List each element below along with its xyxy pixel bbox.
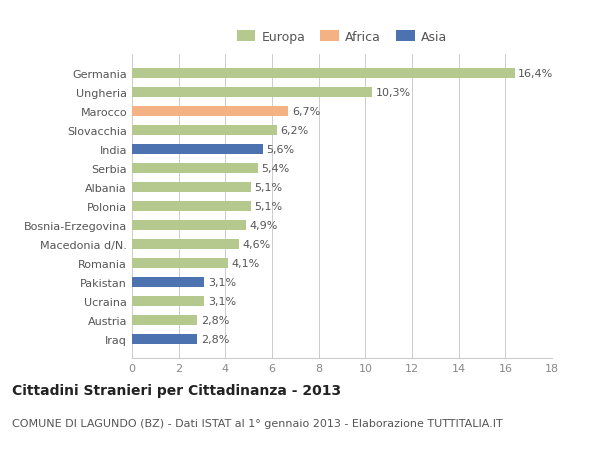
Text: 5,4%: 5,4%: [262, 164, 290, 174]
Bar: [132, 334, 197, 344]
Text: 5,6%: 5,6%: [266, 145, 294, 155]
Text: 3,1%: 3,1%: [208, 296, 236, 306]
Text: 4,6%: 4,6%: [243, 240, 271, 249]
Bar: [132, 126, 277, 136]
Text: 6,7%: 6,7%: [292, 107, 320, 117]
Bar: [132, 106, 289, 117]
Legend: Europa, Africa, Asia: Europa, Africa, Asia: [236, 31, 448, 44]
Bar: [132, 182, 251, 193]
Bar: [132, 88, 373, 98]
Text: 2,8%: 2,8%: [201, 334, 229, 344]
Bar: [132, 145, 263, 155]
Bar: [132, 69, 515, 79]
Bar: [132, 220, 247, 231]
Bar: [132, 258, 227, 269]
Bar: [132, 202, 251, 212]
Bar: [132, 296, 205, 307]
Text: 5,1%: 5,1%: [254, 202, 283, 212]
Bar: [132, 239, 239, 250]
Text: 2,8%: 2,8%: [201, 315, 229, 325]
Bar: [132, 163, 258, 174]
Text: 16,4%: 16,4%: [518, 69, 553, 79]
Text: COMUNE DI LAGUNDO (BZ) - Dati ISTAT al 1° gennaio 2013 - Elaborazione TUTTITALIA: COMUNE DI LAGUNDO (BZ) - Dati ISTAT al 1…: [12, 418, 503, 428]
Bar: [132, 315, 197, 325]
Text: 4,1%: 4,1%: [231, 258, 259, 269]
Text: Cittadini Stranieri per Cittadinanza - 2013: Cittadini Stranieri per Cittadinanza - 2…: [12, 383, 341, 397]
Text: 5,1%: 5,1%: [254, 183, 283, 193]
Bar: [132, 277, 205, 287]
Text: 4,9%: 4,9%: [250, 220, 278, 230]
Text: 10,3%: 10,3%: [376, 88, 411, 98]
Text: 6,2%: 6,2%: [280, 126, 308, 136]
Text: 3,1%: 3,1%: [208, 277, 236, 287]
